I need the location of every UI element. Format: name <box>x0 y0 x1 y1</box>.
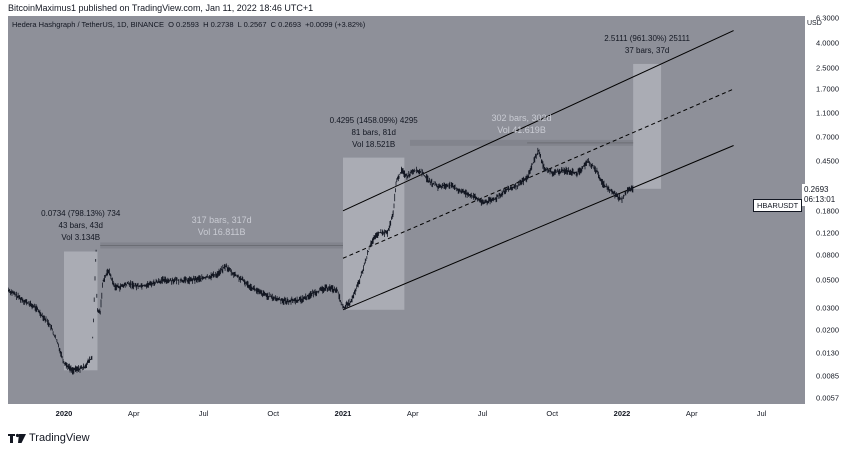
legend-low: L 0.2567 <box>237 20 267 29</box>
bar-countdown: 06:13:01 <box>804 195 836 204</box>
x-tick-label: 2020 <box>55 409 73 418</box>
y-tick-label: 0.0200 <box>816 325 839 335</box>
measure-box-2 <box>343 157 405 310</box>
y-tick-label: 0.0800 <box>816 250 839 260</box>
x-tick-label: Apr <box>685 409 698 418</box>
measure-label-3-1: Vol 41.619B <box>497 124 546 135</box>
x-tick-label: Jul <box>198 409 209 418</box>
publish-header: BitcoinMaximus1 published on TradingView… <box>8 3 314 13</box>
y-tick-label: 4.0000 <box>816 38 839 48</box>
measure-label-4-1: 37 bars, 37d <box>624 45 670 55</box>
symbol-tag: HBARUSDT <box>753 199 803 212</box>
y-tick-label: 0.7000 <box>816 132 839 142</box>
measure-box-0 <box>64 251 98 371</box>
footer-brand[interactable]: TradingView <box>8 428 90 448</box>
candlestick-series <box>8 147 634 375</box>
measure-label-2-2: Vol 18.521B <box>352 139 396 149</box>
channel-middle-line <box>342 88 734 259</box>
channel-lower-line <box>342 145 734 311</box>
y-tick-label: 0.0085 <box>816 371 839 381</box>
price-scale[interactable]: 6.3000 4.0000 2.5000 1.7000 1.1000 0.7000 0.45… <box>805 13 845 404</box>
x-tick-label: 2021 <box>334 409 352 418</box>
y-tick-label: 1.7000 <box>816 84 839 94</box>
y-tick-label: 0.1200 <box>816 228 839 238</box>
measure-label-4-0: 2.5111 (961.30%) 25111 <box>604 33 690 43</box>
y-tick-label: 0.0057 <box>816 393 839 403</box>
y-tick-label: 0.4500 <box>816 156 839 166</box>
x-tick-label: Apr <box>127 409 140 418</box>
y-tick-label: 0.0300 <box>816 303 839 313</box>
measure-label-1-0: 317 bars, 317d <box>191 215 252 226</box>
y-tick-label: 1.1000 <box>816 108 839 118</box>
currency-label[interactable]: USD <box>805 20 824 27</box>
y-tick-label: 0.0500 <box>816 275 839 285</box>
x-tick-label: Oct <box>546 409 559 418</box>
chart-legend: Hedera Hashgraph / TetherUS, 1D, BINANCE… <box>12 20 365 29</box>
time-scale[interactable]: 2020 Apr Jul Oct 2021 Apr Jul Oct 2022 Apr Jul <box>8 404 805 426</box>
measure-bar-3 <box>409 139 634 146</box>
y-tick-label: 2.5000 <box>816 63 839 73</box>
x-tick-label: Apr <box>406 409 419 418</box>
y-tick-label: 0.0130 <box>816 348 839 358</box>
measure-label-3-0: 302 bars, 302d <box>491 112 552 123</box>
x-tick-label: Jul <box>756 409 767 418</box>
measure-label-1-1: Vol 16.811B <box>197 227 246 238</box>
x-tick-label: Jul <box>477 409 488 418</box>
chart-pane[interactable]: Hedera Hashgraph / TetherUS, 1D, BINANCE… <box>8 16 805 404</box>
measure-label-0-0: 0.0734 (798.13%) 734 <box>41 209 121 219</box>
measure-label-2-1: 81 bars, 81d <box>351 127 396 137</box>
y-tick-label: 6.3000 <box>816 13 839 23</box>
price-chart[interactable] <box>8 16 805 404</box>
legend-high: H 0.2738 <box>203 20 234 29</box>
measure-label-2-0: 0.4295 (1458.09%) 4295 <box>329 115 418 125</box>
current-price-label: 0.2693 06:13:01 <box>802 184 844 206</box>
legend-change: +0.0099 (+3.82%) <box>305 20 366 29</box>
legend-symbol: Hedera Hashgraph / TetherUS, 1D, BINANCE <box>12 20 165 29</box>
legend-close: C 0.2693 <box>270 20 302 29</box>
measure-label-0-1: 43 bars, 43d <box>58 221 103 231</box>
channel-upper-line <box>342 30 734 212</box>
tradingview-logo-icon <box>8 433 26 443</box>
y-tick-label: 0.1800 <box>816 206 839 216</box>
current-price-value: 0.2693 <box>804 185 829 194</box>
legend-open: O 0.2593 <box>168 20 199 29</box>
measure-label-0-2: Vol 3.134B <box>61 233 101 243</box>
x-tick-label: Oct <box>267 409 280 418</box>
x-tick-label: 2022 <box>613 409 631 418</box>
footer-brand-label: TradingView <box>29 432 90 444</box>
